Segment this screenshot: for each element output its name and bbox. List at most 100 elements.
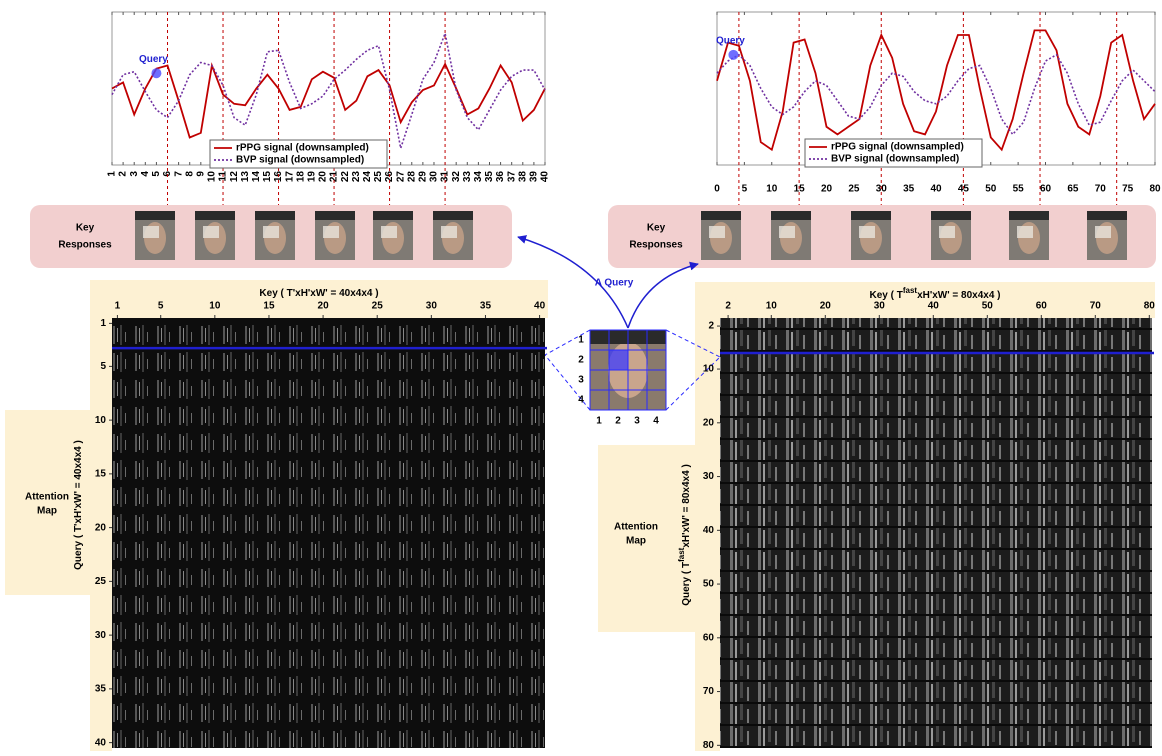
- x-tick-label: 60: [1036, 301, 1048, 312]
- x-tick-label: 12: [229, 171, 240, 183]
- x-tick-label: 10: [209, 301, 221, 312]
- x-axis-label-part: Key ( T'xH'xW' = 40x4x4 ): [259, 288, 378, 299]
- y-tick-label: 25: [95, 576, 107, 587]
- x-tick-label: 34: [473, 171, 484, 183]
- x-tick-label: 39: [529, 171, 540, 183]
- query-point: [151, 68, 161, 78]
- x-tick-label: 40: [930, 184, 942, 195]
- key-thumbnail: [1087, 211, 1127, 260]
- thumb-hair: [931, 211, 971, 220]
- thumb-hair: [1009, 211, 1049, 220]
- legend-label: BVP signal (downsampled): [236, 155, 364, 166]
- y-axis-label-part: fast: [677, 547, 686, 562]
- thumb-highlight: [1095, 226, 1111, 238]
- y-tick-label: 30: [703, 471, 715, 482]
- x-tick-label: 40: [534, 301, 546, 312]
- map-title: Map: [37, 506, 57, 517]
- legend-label: rPPG signal (downsampled): [236, 143, 369, 154]
- thumb-hair: [255, 211, 295, 220]
- y-tick-label: 30: [95, 630, 107, 641]
- x-tick-label: 4: [140, 171, 151, 177]
- x-tick-label: 0: [714, 184, 720, 195]
- x-tick-label: 5: [151, 171, 162, 177]
- key-thumbnail: [315, 211, 355, 260]
- x-tick-label: 3: [129, 171, 140, 177]
- thumb-hair: [851, 211, 891, 220]
- x-tick-label: 37: [506, 171, 517, 183]
- thumb-highlight: [381, 226, 397, 238]
- key-label: Responses: [58, 240, 112, 251]
- x-tick-label: 9: [195, 171, 206, 177]
- query-face: [545, 330, 720, 410]
- x-tick-label: 27: [395, 171, 406, 183]
- x-tick-label: 30: [426, 301, 438, 312]
- thumb-highlight: [779, 226, 795, 238]
- y-tick-label: 5: [100, 361, 106, 372]
- x-tick-label: 50: [985, 184, 997, 195]
- x-tick-label: 25: [848, 184, 860, 195]
- attention-map: [112, 318, 545, 748]
- grid-col-label: 4: [653, 416, 659, 427]
- grid-row-label: 3: [578, 375, 584, 386]
- x-tick-label: 10: [766, 184, 778, 195]
- x-tick-label: 38: [517, 171, 528, 183]
- y-tick-label: 40: [95, 737, 107, 748]
- x-tick-label: 50: [982, 301, 994, 312]
- key-label: Key: [647, 223, 666, 234]
- x-tick-label: 24: [362, 171, 373, 183]
- x-tick-label: 40: [928, 301, 940, 312]
- attention-map: [720, 318, 1152, 748]
- x-tick-label: 17: [284, 171, 295, 183]
- thumb-hair: [135, 211, 175, 220]
- x-axis-label-part: fast: [903, 286, 918, 295]
- grid-col-label: 1: [596, 416, 602, 427]
- x-tick-label: 36: [495, 171, 506, 183]
- thumb-highlight: [323, 226, 339, 238]
- x-tick-label: 1: [107, 171, 118, 177]
- y-tick-label: 1: [100, 318, 106, 329]
- x-tick-label: 5: [742, 184, 748, 195]
- y-tick-label: 15: [95, 469, 107, 480]
- y-tick-label: 60: [703, 632, 715, 643]
- x-tick-label: 23: [351, 171, 362, 183]
- x-tick-label: 30: [874, 301, 886, 312]
- thumb-hair: [195, 211, 235, 220]
- thumb-highlight: [441, 226, 457, 238]
- x-tick-label: 55: [1013, 184, 1025, 195]
- x-tick-label: 25: [373, 171, 384, 183]
- thumb-highlight: [859, 226, 875, 238]
- x-tick-label: 60: [1040, 184, 1052, 195]
- key-label: Responses: [629, 240, 683, 251]
- x-tick-label: 80: [1149, 184, 1161, 195]
- key-thumbnail: [771, 211, 811, 260]
- x-tick-label: 70: [1090, 301, 1102, 312]
- thumb-highlight: [939, 226, 955, 238]
- x-tick-label: 15: [263, 301, 275, 312]
- x-axis-label-part: xH'xW' = 80x4x4 ): [917, 290, 1000, 301]
- x-tick-label: 13: [240, 171, 251, 183]
- key-label: Key: [76, 223, 95, 234]
- y-axis-label-part: xH'xW' = 80x4x4 ): [681, 464, 692, 547]
- x-tick-label: 18: [295, 171, 306, 183]
- query-label: Query: [139, 54, 168, 65]
- x-tick-label: 8: [184, 171, 195, 177]
- x-tick-label: 35: [484, 171, 495, 183]
- figure: Key Responses Key Responses A Query 1234…: [0, 0, 1162, 751]
- thumb-hair: [373, 211, 413, 220]
- thumb-hair: [315, 211, 355, 220]
- grid-row-label: 1: [578, 335, 584, 346]
- grid-row-label: 4: [578, 395, 584, 406]
- x-tick-label: 29: [418, 171, 429, 183]
- key-thumbnail: [931, 211, 971, 260]
- y-tick-label: 10: [703, 364, 715, 375]
- x-tick-label: 65: [1067, 184, 1079, 195]
- y-axis-label-part: Query ( T: [681, 562, 692, 606]
- y-tick-label: 35: [95, 684, 107, 695]
- x-tick-label: 33: [462, 171, 473, 183]
- legend-label: rPPG signal (downsampled): [831, 142, 964, 153]
- x-tick-label: 20: [318, 171, 329, 183]
- thumb-hair: [701, 211, 741, 220]
- key-thumbnail: [851, 211, 891, 260]
- x-tick-label: 80: [1144, 301, 1156, 312]
- x-tick-label: 28: [406, 171, 417, 183]
